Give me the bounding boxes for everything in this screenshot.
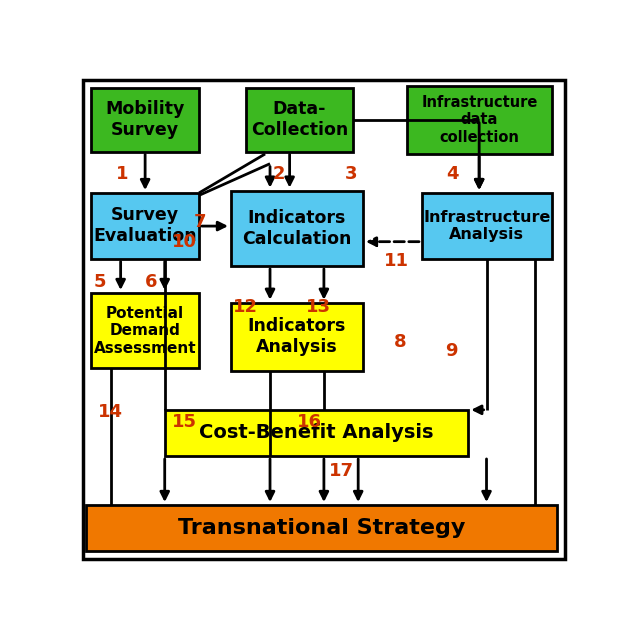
FancyBboxPatch shape <box>165 410 468 456</box>
Text: Data-
Collection: Data- Collection <box>251 101 348 139</box>
Text: Infrastructure
Analysis: Infrastructure Analysis <box>423 210 550 242</box>
Text: Indicators
Calculation: Indicators Calculation <box>242 209 351 248</box>
FancyBboxPatch shape <box>87 505 557 551</box>
Text: 2: 2 <box>272 165 285 184</box>
FancyBboxPatch shape <box>422 193 552 259</box>
Text: 16: 16 <box>296 413 322 431</box>
Text: 5: 5 <box>94 273 106 291</box>
Text: 9: 9 <box>445 342 458 360</box>
Text: 4: 4 <box>446 165 458 184</box>
Text: Cost-Benefit Analysis: Cost-Benefit Analysis <box>199 423 434 442</box>
FancyBboxPatch shape <box>407 85 552 154</box>
FancyBboxPatch shape <box>91 193 199 259</box>
Text: Potential
Demand
Assessment: Potential Demand Assessment <box>94 306 197 356</box>
Text: 13: 13 <box>305 299 331 316</box>
Text: 10: 10 <box>172 233 197 251</box>
FancyBboxPatch shape <box>231 191 363 266</box>
Text: Transnational Strategy: Transnational Strategy <box>178 518 465 538</box>
Text: 7: 7 <box>194 213 207 231</box>
Text: Mobility
Survey: Mobility Survey <box>106 101 185 139</box>
Text: Infrastructure
data
collection: Infrastructure data collection <box>421 95 538 145</box>
FancyBboxPatch shape <box>231 303 363 371</box>
Text: 14: 14 <box>99 403 123 422</box>
FancyBboxPatch shape <box>246 88 353 151</box>
Text: 8: 8 <box>394 332 406 351</box>
Text: 1: 1 <box>116 165 128 184</box>
Text: 6: 6 <box>145 273 158 291</box>
Text: 17: 17 <box>329 461 353 480</box>
FancyBboxPatch shape <box>91 88 199 151</box>
Text: 3: 3 <box>344 165 357 184</box>
Text: 11: 11 <box>384 252 409 270</box>
Text: Survey
Evaluation: Survey Evaluation <box>94 206 197 245</box>
Text: 15: 15 <box>172 413 197 431</box>
Text: 12: 12 <box>233 299 258 316</box>
FancyBboxPatch shape <box>83 80 565 560</box>
FancyBboxPatch shape <box>91 293 199 368</box>
Text: Indicators
Analysis: Indicators Analysis <box>248 317 346 356</box>
